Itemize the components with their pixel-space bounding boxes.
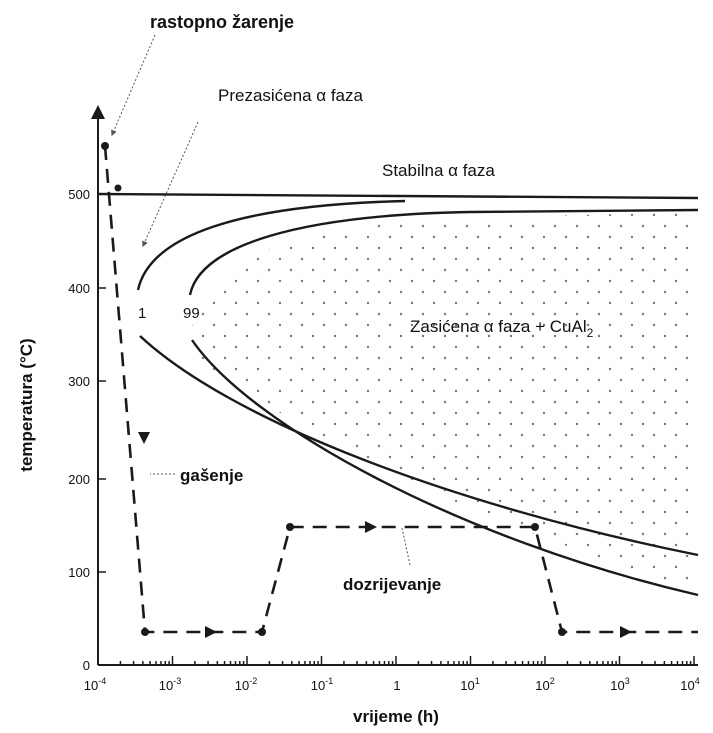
label-supersaturated: Prezasićena α faza	[218, 86, 364, 105]
x-axis-label: vrijeme (h)	[353, 707, 439, 726]
ytick-500: 500	[68, 187, 90, 202]
ytick-400: 400	[68, 281, 90, 296]
label-quench: gašenje	[180, 466, 243, 485]
label-stable: Stabilna α faza	[382, 161, 495, 180]
xtick-1e-4: 10-4	[84, 676, 106, 693]
curve-99-lower	[191, 339, 699, 597]
curve-1-upper	[136, 199, 406, 291]
ytick-200: 200	[68, 472, 90, 487]
point-cool-end	[558, 628, 566, 636]
x-ticks	[97, 656, 695, 665]
pointer-solution-anneal	[111, 34, 156, 137]
label-curve-1: 1	[138, 305, 146, 322]
label-curve-99: 99	[183, 305, 200, 322]
ytick-0: 0	[83, 658, 90, 673]
pointer-aging	[401, 527, 411, 566]
pointer-supersaturated	[142, 121, 199, 248]
xtick-1e-3: 10-3	[159, 676, 181, 693]
label-saturated: Zasićena α faza + CuAl2	[410, 317, 594, 340]
ytick-100: 100	[68, 565, 90, 580]
point-heat-start	[258, 628, 266, 636]
xtick-1e1: 101	[460, 676, 479, 693]
arrow-right-2	[365, 521, 377, 533]
point-500	[114, 184, 122, 192]
y-axis-label: temperatura (°C)	[17, 338, 36, 471]
xtick-1e-1: 10-1	[311, 676, 333, 693]
point-aging-end	[531, 523, 539, 531]
start-point	[101, 142, 109, 150]
arrow-right-1	[205, 626, 217, 638]
xtick-1: 1	[393, 678, 400, 693]
label-aging: dozrijevanje	[343, 575, 441, 594]
curve-1-lower	[139, 335, 699, 557]
xtick-1e4: 104	[680, 676, 699, 693]
xtick-1e3: 103	[610, 676, 629, 693]
xtick-1e2: 102	[535, 676, 554, 693]
arrow-right-3	[620, 626, 632, 638]
arrow-down	[138, 432, 150, 444]
curve-99-upper	[188, 208, 699, 296]
solvus-line	[97, 192, 699, 200]
xtick-1e-2: 10-2	[235, 676, 257, 693]
point-aging-start	[286, 523, 294, 531]
y-ticks	[98, 193, 106, 666]
point-quench-bottom	[141, 628, 149, 636]
two-phase-region	[190, 212, 695, 590]
label-solution-anneal: rastopno žarenje	[150, 12, 294, 32]
ytick-300: 300	[68, 374, 90, 389]
